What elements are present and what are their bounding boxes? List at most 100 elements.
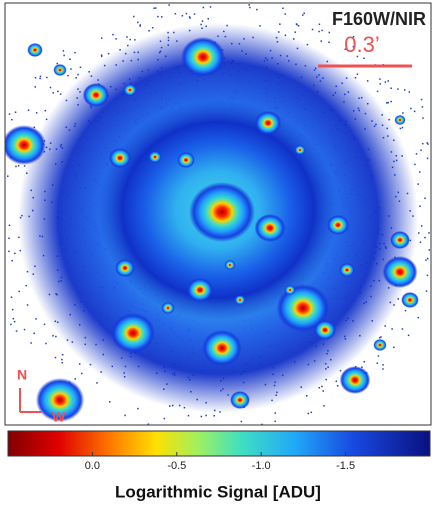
noise: [79, 66, 82, 69]
noise: [432, 130, 434, 132]
noise: [78, 363, 81, 365]
noise: [433, 159, 435, 161]
colorbar-tick-label: -1.0: [252, 460, 271, 472]
noise: [181, 426, 183, 428]
noise: [425, 259, 427, 261]
noise: [27, 109, 30, 111]
galaxy: [224, 260, 236, 270]
noise: [45, 342, 47, 345]
noise: [235, 427, 237, 429]
noise: [61, 354, 64, 356]
noise: [59, 93, 62, 95]
galaxy: [161, 302, 175, 314]
galaxy: [339, 263, 355, 277]
noise: [303, 12, 305, 15]
noise: [421, 106, 424, 108]
noise: [189, 17, 191, 19]
noise: [433, 119, 435, 121]
noise: [366, 80, 369, 82]
noise: [74, 378, 77, 380]
noise: [356, 55, 359, 58]
noise: [136, 21, 139, 24]
noise: [63, 54, 65, 57]
galaxy: [53, 64, 67, 76]
noise: [410, 107, 412, 110]
noise: [81, 372, 83, 375]
noise: [139, 25, 141, 27]
noise: [407, 334, 410, 337]
noise: [61, 361, 63, 364]
noise: [19, 249, 22, 252]
noise: [424, 197, 426, 200]
noise: [323, 405, 325, 407]
noise: [7, 175, 9, 177]
image-frame: [4, 2, 432, 426]
noise: [318, 23, 321, 26]
noise: [379, 78, 381, 80]
noise: [18, 236, 20, 239]
noise: [52, 92, 55, 94]
noise: [11, 118, 13, 121]
noise: [15, 165, 17, 168]
galaxy: [202, 330, 242, 366]
noise: [380, 336, 382, 338]
noise: [133, 15, 135, 18]
galaxy: [294, 145, 306, 155]
noise: [0, 264, 1, 266]
noise: [422, 117, 424, 119]
noise: [137, 407, 139, 410]
galaxy: [189, 182, 255, 242]
noise: [433, 245, 435, 247]
noise: [425, 290, 428, 292]
noise: [408, 91, 411, 93]
noise: [361, 366, 363, 368]
noise: [427, 143, 429, 145]
noise: [419, 205, 421, 208]
galaxy: [394, 115, 406, 125]
noise: [201, 20, 204, 22]
noise: [363, 57, 365, 60]
noise: [414, 163, 416, 166]
noise: [100, 55, 103, 58]
noise: [297, 25, 300, 27]
noise: [96, 382, 98, 384]
galaxy: [177, 152, 195, 168]
noise: [23, 165, 26, 167]
noise: [310, 411, 313, 414]
noise: [433, 201, 435, 203]
noise: [382, 364, 384, 366]
sky-image: [0, 3, 435, 429]
noise: [274, 412, 276, 414]
noise: [420, 149, 422, 151]
noise: [306, 395, 308, 397]
noise: [200, 415, 203, 418]
noise: [61, 358, 63, 361]
noise: [11, 308, 14, 311]
noise: [403, 89, 406, 91]
galaxy: [254, 111, 282, 135]
noise: [382, 368, 384, 370]
galaxy: [401, 292, 419, 308]
noise: [413, 110, 416, 113]
noise: [34, 76, 37, 79]
noise: [384, 325, 386, 327]
noise: [129, 38, 131, 41]
noise: [387, 101, 389, 104]
noise: [402, 112, 404, 114]
noise: [213, 414, 215, 417]
noise: [2, 239, 4, 241]
noise: [378, 337, 381, 339]
noise: [307, 412, 310, 415]
noise: [188, 16, 191, 18]
noise: [0, 202, 1, 204]
noise: [52, 335, 54, 337]
noise: [43, 323, 46, 326]
noise: [321, 385, 323, 388]
noise: [70, 68, 72, 70]
noise: [13, 320, 16, 323]
noise: [419, 241, 422, 243]
galaxy: [339, 366, 371, 394]
colorbar-ticks: 0.0 -0.5 -1.0 -1.5: [85, 452, 355, 472]
noise: [34, 86, 37, 88]
noise: [17, 164, 20, 167]
